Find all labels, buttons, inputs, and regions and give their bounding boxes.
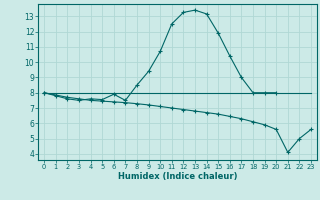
X-axis label: Humidex (Indice chaleur): Humidex (Indice chaleur) bbox=[118, 172, 237, 181]
